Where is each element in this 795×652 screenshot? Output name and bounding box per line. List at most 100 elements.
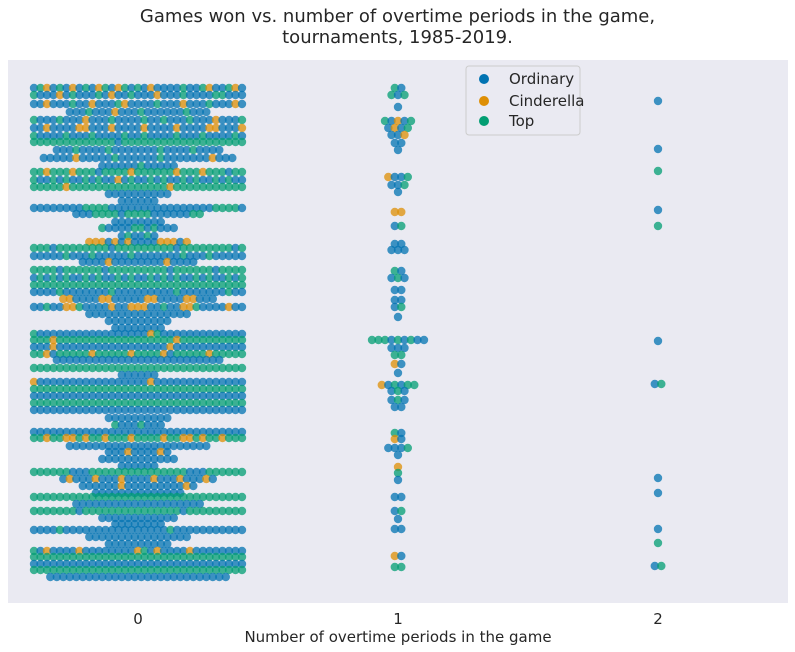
data-point-ordinary — [107, 377, 117, 387]
data-point-ordinary — [124, 539, 133, 549]
data-point-ordinary — [85, 499, 94, 509]
data-point-ordinary — [387, 180, 396, 190]
data-point-top — [127, 506, 136, 516]
data-point-top — [101, 506, 110, 516]
data-point-top — [192, 492, 201, 502]
data-point-ordinary — [153, 342, 162, 352]
data-point-ordinary — [42, 525, 52, 535]
data-point-top — [140, 384, 149, 394]
data-point-cinderella — [29, 377, 39, 387]
data-point-ordinary — [159, 559, 169, 569]
data-point-ordinary — [49, 131, 58, 141]
data-point-ordinary — [182, 441, 191, 451]
data-point-ordinary — [130, 513, 139, 523]
data-point-top — [211, 384, 221, 394]
data-point-top — [231, 349, 240, 359]
data-point-top — [159, 167, 169, 177]
data-point-top — [237, 506, 247, 516]
data-point-top — [198, 492, 208, 502]
data-point-ordinary — [107, 131, 117, 141]
legend: Ordinary Cinderella Top — [465, 65, 585, 136]
data-point-ordinary — [211, 342, 221, 352]
data-point-top — [172, 273, 182, 283]
data-point-ordinary — [231, 302, 240, 312]
data-point-ordinary — [172, 99, 182, 109]
data-point-ordinary — [98, 441, 107, 451]
data-point-top — [36, 398, 45, 408]
data-point-ordinary — [176, 532, 185, 542]
data-point-ordinary — [124, 572, 133, 582]
data-point-top — [185, 384, 195, 394]
data-point-ordinary — [98, 153, 107, 163]
data-point-ordinary — [111, 454, 120, 464]
data-point-ordinary — [91, 145, 101, 155]
data-point-ordinary — [176, 153, 185, 163]
data-point-ordinary — [218, 559, 227, 569]
data-point-top — [166, 384, 175, 394]
data-point-top — [218, 243, 227, 253]
data-point-top — [231, 433, 240, 443]
data-point-cinderella — [182, 481, 191, 491]
data-point-top — [153, 492, 162, 502]
data-point-ordinary — [393, 102, 403, 112]
data-point-top — [185, 115, 195, 125]
data-point-ordinary — [169, 474, 178, 484]
data-point-cinderella — [179, 302, 188, 312]
data-point-top — [68, 506, 78, 516]
data-point-ordinary — [163, 294, 172, 304]
data-point-ordinary — [218, 123, 227, 133]
data-point-ordinary — [156, 209, 165, 219]
data-point-ordinary — [117, 447, 127, 457]
data-point-top — [127, 335, 136, 345]
data-point-top — [179, 565, 188, 575]
data-point-ordinary — [81, 559, 91, 569]
data-point-ordinary — [387, 395, 396, 405]
data-point-ordinary — [114, 405, 123, 415]
data-point-top — [94, 398, 104, 408]
data-point-ordinary — [78, 441, 88, 451]
data-point-top — [146, 243, 156, 253]
data-point-ordinary — [29, 427, 39, 437]
data-point-ordinary — [163, 413, 172, 423]
data-point-top — [36, 506, 45, 516]
data-point-ordinary — [117, 217, 127, 227]
data-point-top — [224, 363, 234, 373]
data-point-top — [62, 131, 71, 141]
data-point-top — [29, 506, 39, 516]
data-point-ordinary — [393, 145, 403, 155]
data-point-ordinary — [205, 405, 214, 415]
data-point-ordinary — [198, 546, 208, 556]
data-point-ordinary — [130, 420, 139, 430]
data-point-ordinary — [133, 377, 143, 387]
data-point-cinderella — [172, 123, 182, 133]
data-point-ordinary — [117, 189, 127, 199]
data-point-ordinary — [387, 116, 396, 126]
data-point-top — [111, 420, 120, 430]
data-point-ordinary — [68, 377, 78, 387]
data-point-cinderella — [42, 123, 52, 133]
data-point-top — [211, 398, 221, 408]
data-point-ordinary — [237, 391, 247, 401]
data-point-ordinary — [192, 546, 201, 556]
data-point-cinderella — [42, 349, 52, 359]
data-point-top — [156, 153, 165, 163]
data-point-top — [205, 398, 214, 408]
data-point-top — [166, 137, 175, 147]
data-point-ordinary — [117, 223, 127, 233]
data-point-top — [36, 335, 45, 345]
data-point-top — [166, 243, 175, 253]
data-point-ordinary — [211, 99, 221, 109]
data-point-top — [211, 137, 221, 147]
data-point-ordinary — [143, 420, 152, 430]
data-point-ordinary — [393, 312, 403, 322]
data-point-ordinary — [68, 467, 78, 477]
data-point-ordinary — [150, 454, 159, 464]
data-point-ordinary — [81, 546, 91, 556]
data-point-ordinary — [98, 572, 107, 582]
data-point-ordinary — [397, 524, 406, 534]
data-point-top — [390, 428, 399, 438]
data-point-ordinary — [163, 107, 172, 117]
data-point-top — [218, 203, 227, 213]
data-point-ordinary — [111, 257, 120, 267]
data-point-ordinary — [185, 377, 195, 387]
